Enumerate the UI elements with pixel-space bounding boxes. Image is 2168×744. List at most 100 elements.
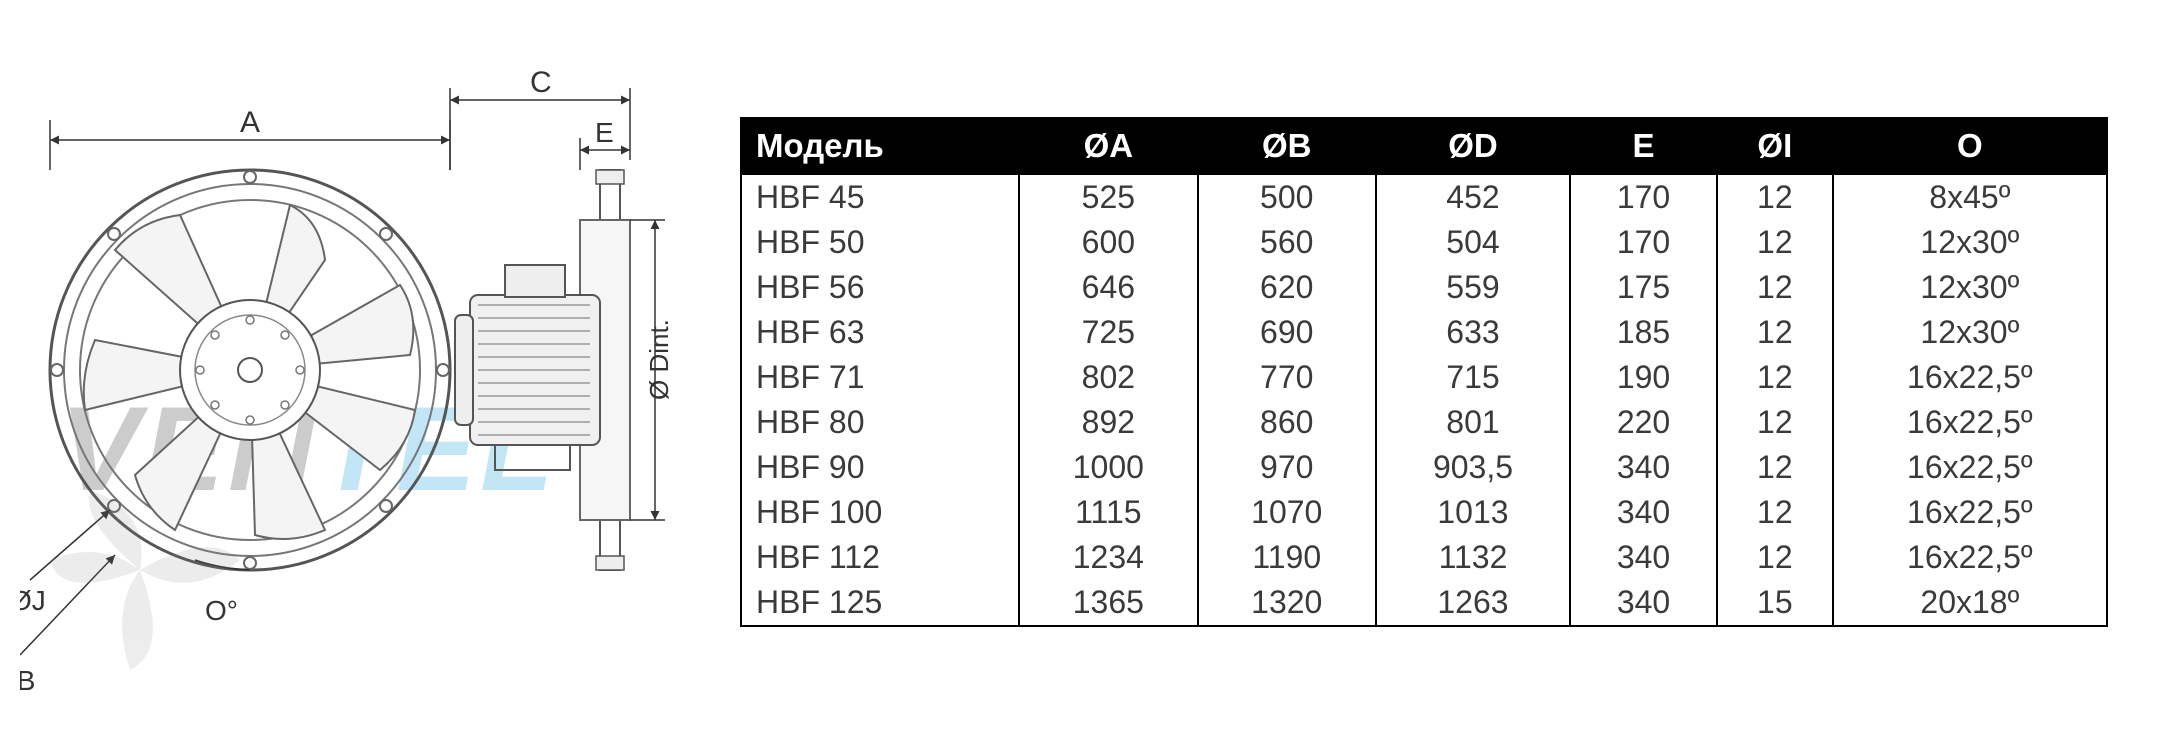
cell: 340 [1570,580,1717,626]
spec-table: Модель ØA ØB ØD E ØI O HBF 45 525 500 45… [740,117,2108,627]
cell: 500 [1198,174,1376,220]
cell: 633 [1376,310,1570,355]
cell: 20x18º [1833,580,2107,626]
cell: 1263 [1376,580,1570,626]
dim-label-Dint: Ø Dint. [644,319,674,400]
table-row: HBF 125 1365 1320 1263 340 15 20x18º [741,580,2107,626]
cell: 1115 [1019,490,1197,535]
cell: HBF 100 [741,490,1019,535]
spec-table-area: Модель ØA ØB ØD E ØI O HBF 45 525 500 45… [720,117,2168,627]
cell: 15 [1717,580,1833,626]
cell: 12 [1717,220,1833,265]
cell: 12x30º [1833,220,2107,265]
cell: 1013 [1376,490,1570,535]
cell: 170 [1570,220,1717,265]
col-header: ØA [1019,118,1197,174]
cell: HBF 56 [741,265,1019,310]
cell: 715 [1376,355,1570,400]
table-row: HBF 112 1234 1190 1132 340 12 16x22,5º [741,535,2107,580]
cell: 16x22,5º [1833,490,2107,535]
cell: 770 [1198,355,1376,400]
table-row: HBF 100 1115 1070 1013 340 12 16x22,5º [741,490,2107,535]
cell: 340 [1570,445,1717,490]
cell: 12 [1717,400,1833,445]
table-row: HBF 63 725 690 633 185 12 12x30º [741,310,2107,355]
cell: HBF 45 [741,174,1019,220]
cell: 504 [1376,220,1570,265]
dim-label-O: O° [205,595,238,626]
cell: 12 [1717,310,1833,355]
table-body: HBF 45 525 500 452 170 12 8x45º HBF 50 6… [741,174,2107,626]
cell: 1365 [1019,580,1197,626]
cell: HBF 71 [741,355,1019,400]
cell: 646 [1019,265,1197,310]
front-view: A ØJ ØB O° [20,106,450,696]
table-row: HBF 45 525 500 452 170 12 8x45º [741,174,2107,220]
table-row: HBF 50 600 560 504 170 12 12x30º [741,220,2107,265]
col-header: ØB [1198,118,1376,174]
cell: 12 [1717,445,1833,490]
cell: 892 [1019,400,1197,445]
cell: 801 [1376,400,1570,445]
cell: 1320 [1198,580,1376,626]
cell: 1132 [1376,535,1570,580]
cell: 860 [1198,400,1376,445]
dim-label-A: A [240,106,260,139]
cell: 190 [1570,355,1717,400]
table-row: HBF 71 802 770 715 190 12 16x22,5º [741,355,2107,400]
dim-label-phiB: ØB [20,665,35,696]
cell: 725 [1019,310,1197,355]
cell: 12 [1717,265,1833,310]
cell: 340 [1570,490,1717,535]
cell: 903,5 [1376,445,1570,490]
table-row: HBF 90 1000 970 903,5 340 12 16x22,5º [741,445,2107,490]
fan-diagram-svg: A ØJ ØB O° [20,20,720,740]
col-header: Модель [741,118,1019,174]
cell: 16x22,5º [1833,445,2107,490]
cell: 12 [1717,355,1833,400]
dim-label-E: E [595,117,614,148]
cell: 170 [1570,174,1717,220]
cell: 185 [1570,310,1717,355]
cell: 690 [1198,310,1376,355]
cell: HBF 80 [741,400,1019,445]
cell: 340 [1570,535,1717,580]
cell: 1190 [1198,535,1376,580]
col-header: ØI [1717,118,1833,174]
cell: 559 [1376,265,1570,310]
page-container: VENTEL [0,0,2168,744]
cell: 802 [1019,355,1197,400]
cell: 1070 [1198,490,1376,535]
technical-diagram: VENTEL [0,0,720,744]
cell: 12 [1717,535,1833,580]
cell: 1234 [1019,535,1197,580]
cell: 452 [1376,174,1570,220]
cell: HBF 63 [741,310,1019,355]
col-header: O [1833,118,2107,174]
table-row: HBF 56 646 620 559 175 12 12x30º [741,265,2107,310]
cell: 970 [1198,445,1376,490]
cell: 12 [1717,174,1833,220]
cell: 12x30º [1833,265,2107,310]
table-row: HBF 80 892 860 801 220 12 16x22,5º [741,400,2107,445]
cell: 1000 [1019,445,1197,490]
table-header-row: Модель ØA ØB ØD E ØI O [741,118,2107,174]
cell: HBF 125 [741,580,1019,626]
side-view: C E Ø Dint. [450,66,674,570]
cell: 8x45º [1833,174,2107,220]
col-header: ØD [1376,118,1570,174]
cell: 16x22,5º [1833,355,2107,400]
cell: 560 [1198,220,1376,265]
dim-label-C: C [530,66,552,99]
cell: 16x22,5º [1833,535,2107,580]
cell: HBF 112 [741,535,1019,580]
cell: 12x30º [1833,310,2107,355]
cell: HBF 50 [741,220,1019,265]
cell: 175 [1570,265,1717,310]
cell: 220 [1570,400,1717,445]
cell: 16x22,5º [1833,400,2107,445]
cell: 525 [1019,174,1197,220]
dim-label-phiJ: ØJ [20,585,46,616]
cell: 620 [1198,265,1376,310]
cell: HBF 90 [741,445,1019,490]
